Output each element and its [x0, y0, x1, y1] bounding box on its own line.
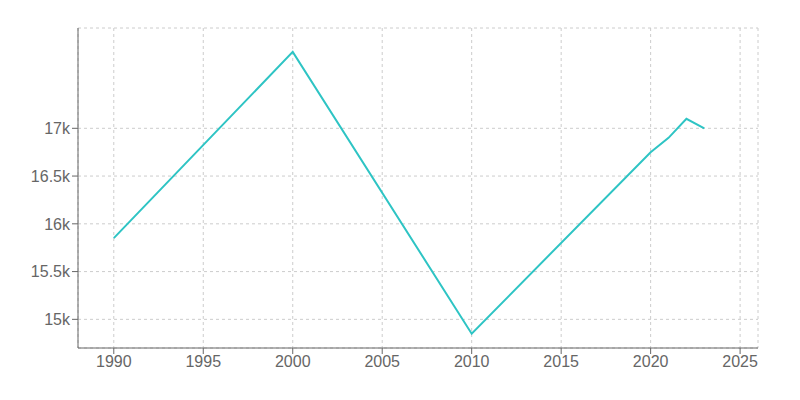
svg-text:2005: 2005 — [364, 353, 400, 370]
svg-text:1990: 1990 — [96, 353, 132, 370]
svg-text:16.5k: 16.5k — [31, 168, 71, 185]
svg-text:16k: 16k — [44, 216, 71, 233]
svg-text:17k: 17k — [44, 120, 71, 137]
svg-text:2000: 2000 — [275, 353, 311, 370]
svg-text:2010: 2010 — [454, 353, 490, 370]
svg-text:2020: 2020 — [633, 353, 669, 370]
svg-text:15k: 15k — [44, 311, 71, 328]
svg-text:1995: 1995 — [185, 353, 221, 370]
svg-text:2015: 2015 — [543, 353, 579, 370]
svg-text:2025: 2025 — [722, 353, 758, 370]
svg-text:15.5k: 15.5k — [31, 263, 71, 280]
